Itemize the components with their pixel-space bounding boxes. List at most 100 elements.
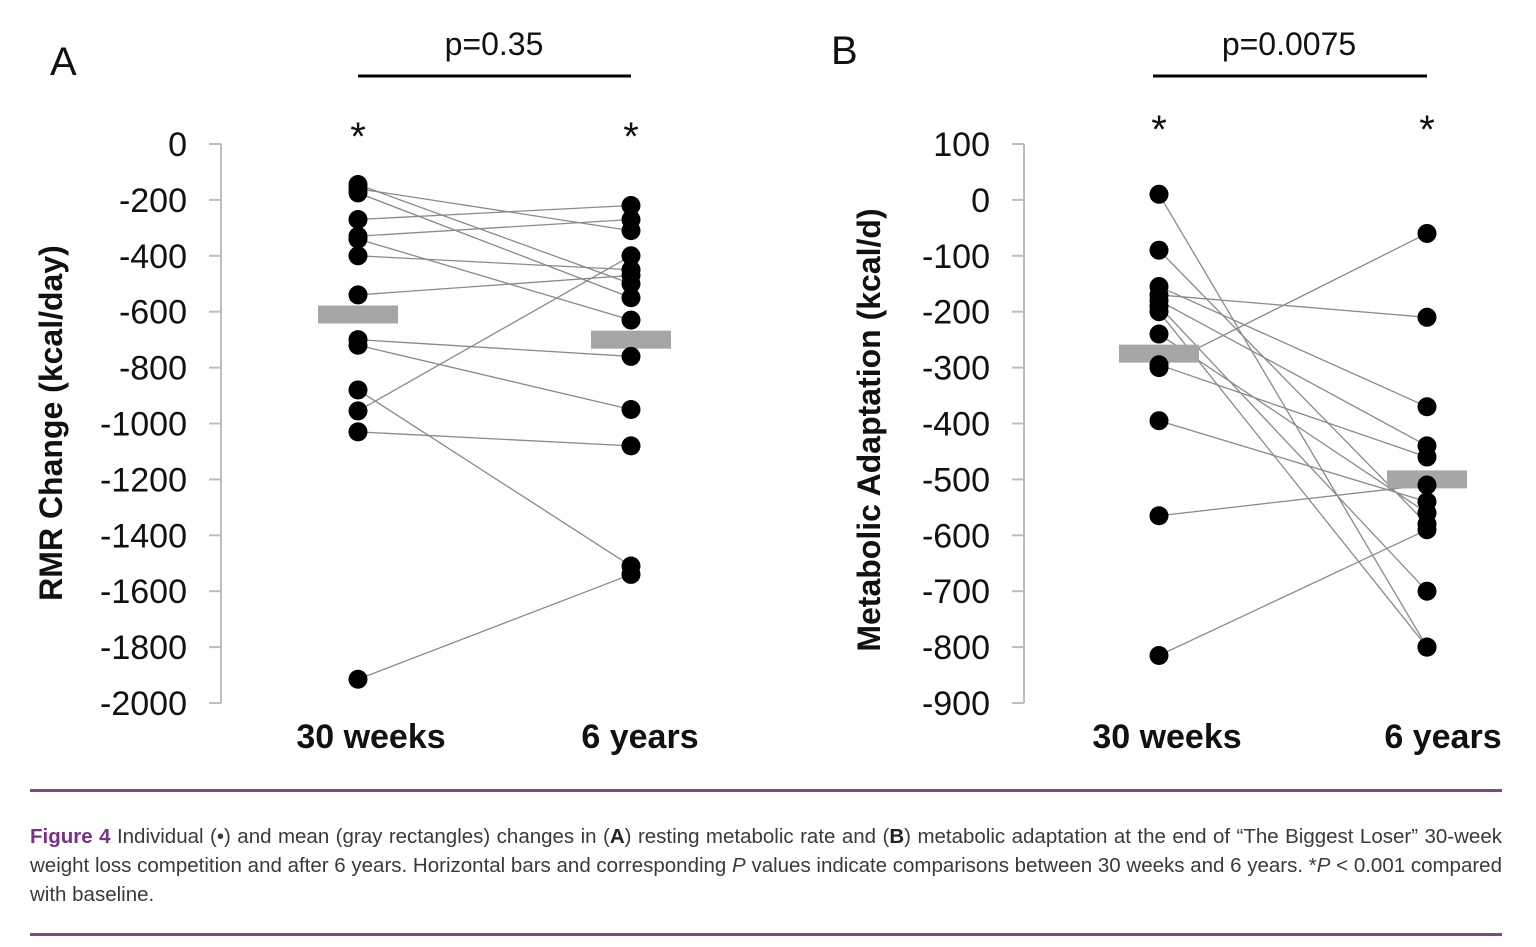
data-point xyxy=(621,310,641,330)
y-tick-label: -1800 xyxy=(100,629,187,667)
y-tick-label: -1400 xyxy=(100,517,187,555)
pair-connector-line xyxy=(357,255,632,412)
data-point xyxy=(348,335,368,355)
data-point xyxy=(1417,581,1437,601)
pair-connector-line xyxy=(357,389,632,567)
y-tick-label: -200 xyxy=(922,294,990,332)
pair-connector-line xyxy=(1158,305,1428,592)
caption-text-3: ) metabolic adaptation at the end of “Th… xyxy=(30,825,1502,877)
figure-label: Figure 4 xyxy=(30,825,111,848)
caption-top-rule xyxy=(30,789,1502,792)
x-category-label: 30 weeks xyxy=(1092,718,1241,756)
x-category-label: 30 weeks xyxy=(296,718,445,756)
x-category-label: 6 years xyxy=(581,718,698,756)
data-point xyxy=(1417,397,1437,417)
y-tick-label: -800 xyxy=(119,350,187,388)
pair-connector-line xyxy=(357,344,632,411)
y-tick-label: -100 xyxy=(922,238,990,276)
data-point xyxy=(621,209,641,229)
data-point xyxy=(348,209,368,229)
y-tick-label: -500 xyxy=(922,461,990,499)
pair-connector-line xyxy=(1158,333,1428,514)
data-point xyxy=(1149,506,1169,526)
data-point xyxy=(1149,240,1169,260)
pair-connector-line xyxy=(1158,232,1428,369)
caption-ref-a: A xyxy=(609,825,625,848)
pair-connector-line xyxy=(1158,311,1428,648)
y-tick-label: -400 xyxy=(119,238,187,276)
p-value-label: p=0.35 xyxy=(445,26,544,62)
data-point xyxy=(348,401,368,421)
y-tick-label: -800 xyxy=(922,629,990,667)
data-point xyxy=(1417,223,1437,243)
data-point xyxy=(1149,302,1169,322)
pair-connector-line xyxy=(357,573,632,680)
y-tick-label: 100 xyxy=(933,126,990,164)
data-point xyxy=(1417,492,1437,512)
data-point xyxy=(1149,358,1169,378)
y-tick-label: -2000 xyxy=(100,685,187,723)
significance-star: * xyxy=(350,115,366,159)
caption-text-2: ) resting metabolic rate and ( xyxy=(624,825,890,848)
data-point xyxy=(348,229,368,249)
pair-connector-line xyxy=(1158,484,1428,517)
pair-connector-line xyxy=(1158,420,1428,503)
y-tick-label: -700 xyxy=(922,573,990,611)
pair-connector-line xyxy=(357,218,632,237)
data-point xyxy=(348,246,368,266)
y-tick-label: -1000 xyxy=(100,406,187,444)
pair-connector-line xyxy=(1158,285,1428,408)
figure-caption: Figure 4 Individual (•) and mean (gray r… xyxy=(30,822,1502,909)
data-point xyxy=(348,422,368,442)
caption-p-italic-2: P xyxy=(1316,854,1331,877)
panel-label: A xyxy=(50,40,77,84)
caption-ref-b: B xyxy=(889,825,905,848)
data-point xyxy=(348,380,368,400)
pair-connector-line xyxy=(357,431,632,447)
data-point xyxy=(621,346,641,366)
y-tick-label: -400 xyxy=(922,406,990,444)
pair-connector-line xyxy=(357,255,632,271)
y-tick-label: 0 xyxy=(971,182,990,220)
caption-bottom-rule xyxy=(30,933,1502,936)
data-point xyxy=(1149,411,1169,431)
data-point xyxy=(1417,447,1437,467)
y-tick-label: -600 xyxy=(119,294,187,332)
mean-rectangle xyxy=(1119,344,1199,363)
panel-a: 0 -200 -400 -600 -800 -1000 -1200 -1400 -1600 -18… xyxy=(33,26,699,756)
pair-connector-line xyxy=(357,192,632,299)
pair-connector-line xyxy=(1158,294,1428,318)
y-tick-label: 0 xyxy=(168,126,187,164)
x-category-label: 6 years xyxy=(1384,718,1501,756)
data-point xyxy=(1149,645,1169,665)
y-tick-label: -600 xyxy=(922,517,990,555)
data-point xyxy=(621,288,641,308)
significance-star: * xyxy=(1151,108,1167,152)
caption-text-4: values indicate comparisons between 30 w… xyxy=(745,854,1317,877)
significance-star: * xyxy=(623,115,639,159)
data-point xyxy=(621,246,641,266)
y-tick-label: -200 xyxy=(119,182,187,220)
mean-rectangle xyxy=(318,305,398,324)
pair-connector-line xyxy=(1158,193,1428,648)
data-point xyxy=(1417,520,1437,540)
mean-rectangle xyxy=(591,330,671,349)
y-tick-label: -900 xyxy=(922,685,990,723)
data-point xyxy=(1149,184,1169,204)
data-point xyxy=(1149,324,1169,344)
caption-text-5: < 0.001 compared with baseline. xyxy=(30,854,1502,906)
data-point xyxy=(348,285,368,305)
data-point xyxy=(348,183,368,203)
data-point xyxy=(1417,307,1437,327)
pair-connector-line xyxy=(357,188,632,232)
pair-connector-line xyxy=(357,274,632,296)
panel-label: B xyxy=(831,29,858,73)
p-value-label: p=0.0075 xyxy=(1222,26,1356,62)
pair-connector-line xyxy=(1158,249,1428,525)
data-point xyxy=(621,195,641,215)
figure-panels: 0-200-400-600-800-1000-1200-1400-1600-18… xyxy=(33,26,1502,756)
significance-star: * xyxy=(1419,108,1435,152)
data-point xyxy=(621,265,641,285)
data-point xyxy=(1417,475,1437,495)
caption-p-italic-1: P xyxy=(732,854,746,877)
